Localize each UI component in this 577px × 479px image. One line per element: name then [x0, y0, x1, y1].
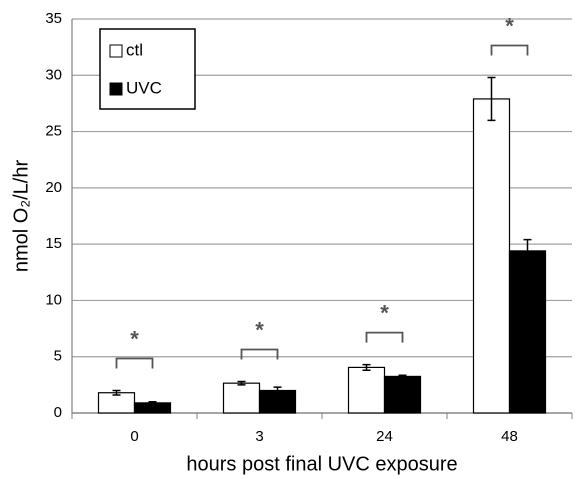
significance-bracket — [490, 44, 529, 56]
x-tick-label: 3 — [255, 428, 263, 445]
error-bar — [523, 238, 532, 263]
error-bar — [362, 363, 371, 371]
significance-bracket — [240, 348, 279, 360]
y-tick-label: 30 — [45, 66, 62, 83]
annotation: * — [130, 326, 139, 351]
legend-box — [99, 28, 196, 110]
bar — [472, 98, 511, 414]
legend-swatch — [109, 44, 123, 58]
significance-bracket — [115, 357, 154, 369]
legend-swatch — [109, 82, 123, 96]
annotation: * — [380, 300, 389, 325]
error-bar — [398, 374, 407, 379]
y-tick-label: 35 — [45, 10, 62, 27]
legend-label: ctl — [126, 40, 143, 59]
x-tick-label: 48 — [501, 428, 518, 445]
x-tick-label: 0 — [130, 428, 138, 445]
error-bar — [487, 76, 496, 122]
annotation: * — [505, 13, 514, 38]
y-tick-label: 25 — [45, 123, 62, 140]
y-tick-label: 0 — [54, 404, 62, 421]
y-tick-label: 20 — [45, 179, 62, 196]
x-axis-label: hours post final UVC exposure — [186, 453, 457, 475]
error-bar — [148, 400, 157, 405]
x-tick-label: 24 — [376, 428, 393, 445]
y-axis-label: nmol O₂/L/hr — [10, 160, 32, 273]
error-bar — [237, 380, 246, 386]
significance-bracket — [365, 331, 404, 343]
error-bar — [112, 389, 121, 396]
error-bar — [273, 386, 282, 395]
y-tick-label: 5 — [54, 348, 62, 365]
annotation: * — [255, 317, 264, 342]
bar — [222, 382, 261, 414]
bar — [508, 250, 547, 414]
legend-label: UVC — [126, 78, 162, 97]
y-tick-label: 15 — [45, 235, 62, 252]
bar — [97, 392, 136, 414]
y-tick-label: 10 — [45, 291, 62, 308]
bar — [347, 366, 386, 414]
bar — [383, 375, 422, 414]
